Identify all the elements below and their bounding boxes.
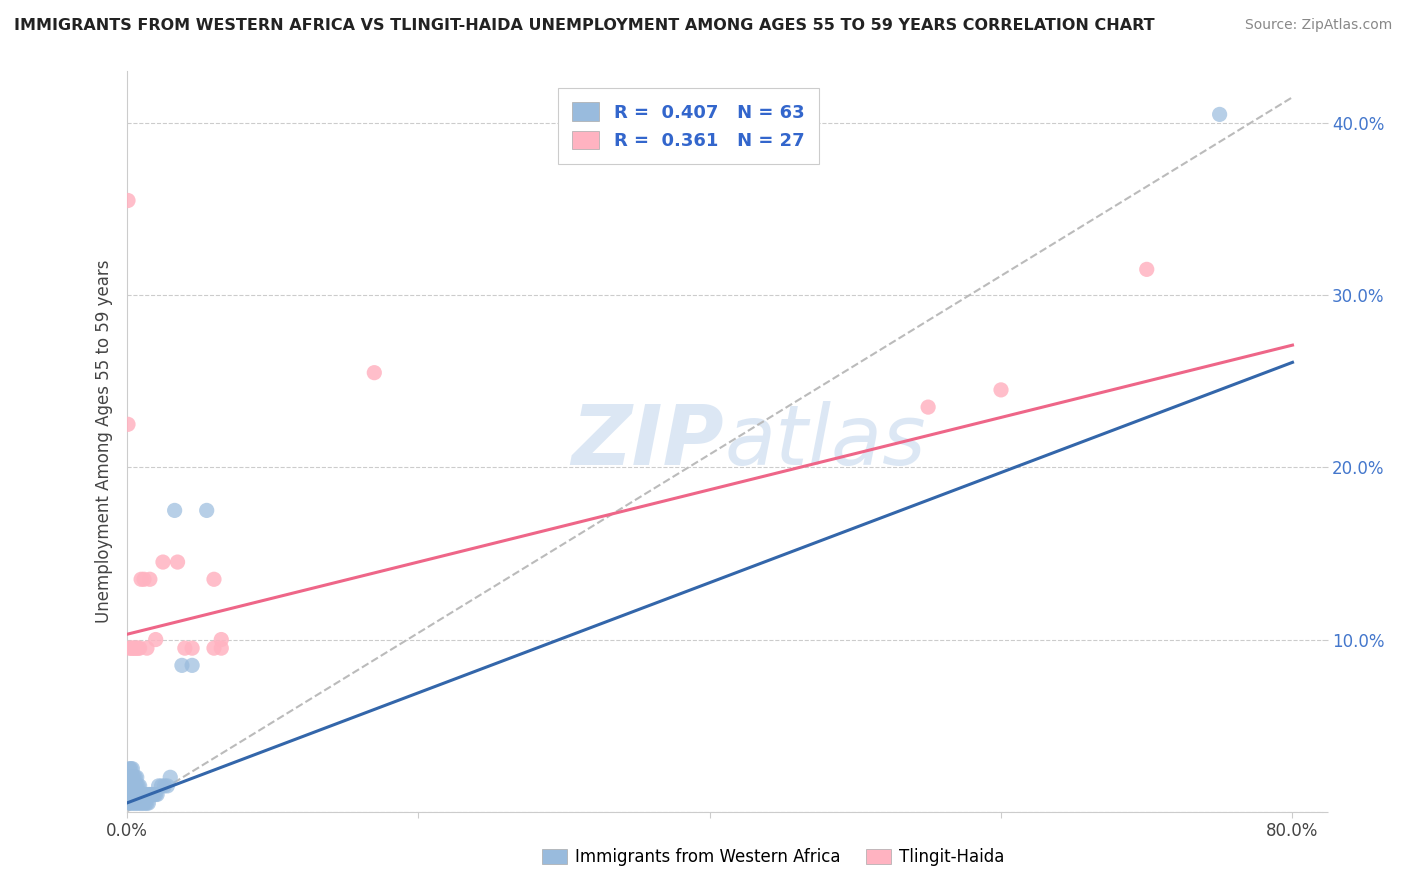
Y-axis label: Unemployment Among Ages 55 to 59 years: Unemployment Among Ages 55 to 59 years [94, 260, 112, 624]
Point [163, 503, 186, 517]
Point [127, 788, 149, 802]
Point [121, 770, 143, 784]
Point [129, 572, 152, 586]
Point [122, 788, 145, 802]
Point [136, 796, 159, 810]
Point [118, 770, 141, 784]
Point [132, 796, 155, 810]
Point [181, 658, 204, 673]
Point [132, 572, 155, 586]
Point [120, 788, 142, 802]
Legend: Immigrants from Western Africa, Tlingit-Haida: Immigrants from Western Africa, Tlingit-… [534, 840, 1012, 875]
Point [121, 779, 143, 793]
Point [173, 641, 195, 656]
Point [120, 762, 142, 776]
Point [142, 788, 165, 802]
Point [363, 366, 385, 380]
Point [121, 796, 143, 810]
Point [136, 641, 159, 656]
Point [124, 796, 146, 810]
Point [120, 770, 142, 784]
Point [153, 779, 176, 793]
Text: ZIP: ZIP [571, 401, 724, 482]
Point [131, 796, 153, 810]
Point [139, 788, 162, 802]
Point [127, 641, 149, 656]
Point [125, 770, 148, 784]
Point [124, 779, 146, 793]
Point [122, 779, 145, 793]
Point [127, 779, 149, 793]
Point [125, 779, 148, 793]
Point [117, 417, 139, 432]
Point [1208, 107, 1230, 121]
Point [202, 641, 225, 656]
Point [117, 788, 139, 802]
Point [118, 796, 141, 810]
Point [118, 779, 141, 793]
Point [124, 788, 146, 802]
Point [181, 641, 204, 656]
Point [121, 641, 143, 656]
Point [122, 796, 145, 810]
Point [134, 796, 156, 810]
Point [917, 400, 939, 414]
Point [120, 779, 142, 793]
Point [134, 788, 156, 802]
Point [125, 788, 148, 802]
Point [120, 641, 142, 656]
Point [120, 796, 142, 810]
Point [990, 383, 1012, 397]
Point [117, 770, 139, 784]
Point [1136, 262, 1159, 277]
Point [128, 788, 150, 802]
Point [127, 796, 149, 810]
Point [117, 779, 139, 793]
Point [141, 788, 163, 802]
Point [118, 762, 141, 776]
Point [166, 555, 188, 569]
Point [125, 641, 148, 656]
Point [139, 572, 162, 586]
Point [125, 796, 148, 810]
Point [128, 796, 150, 810]
Point [209, 641, 232, 656]
Point [145, 632, 167, 647]
Point [202, 572, 225, 586]
Point [195, 503, 218, 517]
Point [122, 641, 145, 656]
Point [124, 770, 146, 784]
Legend: R =  0.407   N = 63, R =  0.361   N = 27: R = 0.407 N = 63, R = 0.361 N = 27 [558, 87, 818, 164]
Point [170, 658, 193, 673]
Point [152, 555, 174, 569]
Point [129, 788, 152, 802]
Point [209, 632, 232, 647]
Point [145, 788, 167, 802]
Point [143, 788, 166, 802]
Point [132, 788, 155, 802]
Point [121, 762, 143, 776]
Point [122, 770, 145, 784]
Point [159, 770, 181, 784]
Point [128, 779, 150, 793]
Text: IMMIGRANTS FROM WESTERN AFRICA VS TLINGIT-HAIDA UNEMPLOYMENT AMONG AGES 55 TO 59: IMMIGRANTS FROM WESTERN AFRICA VS TLINGI… [14, 18, 1154, 33]
Point [150, 779, 173, 793]
Point [128, 641, 150, 656]
Point [138, 796, 160, 810]
Point [117, 194, 139, 208]
Point [124, 641, 146, 656]
Point [148, 779, 170, 793]
Point [118, 788, 141, 802]
Text: atlas: atlas [724, 401, 925, 482]
Text: Source: ZipAtlas.com: Source: ZipAtlas.com [1244, 18, 1392, 32]
Point [129, 796, 152, 810]
Point [138, 788, 160, 802]
Point [118, 641, 141, 656]
Point [146, 788, 169, 802]
Point [156, 779, 179, 793]
Point [131, 788, 153, 802]
Point [121, 788, 143, 802]
